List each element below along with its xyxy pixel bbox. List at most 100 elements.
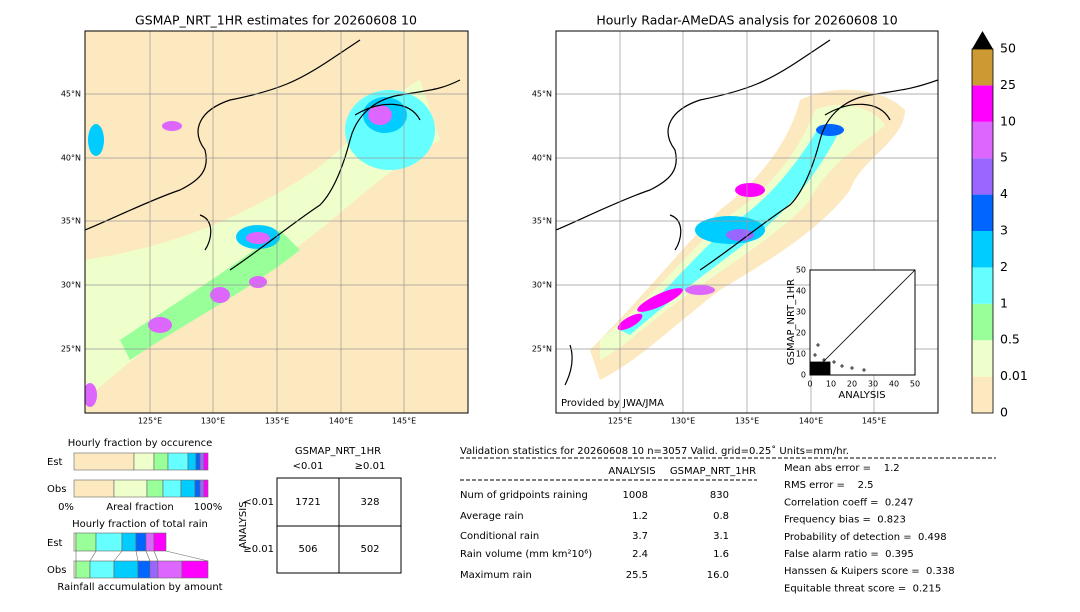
diagonal (809, 269, 916, 376)
cell: 3.1 (713, 531, 729, 542)
cell: 1.2 (632, 511, 648, 522)
score: RMS error = 2.5 (784, 480, 874, 491)
colorbar-label: 0 (1000, 405, 1008, 420)
row-label: <0.01 (243, 497, 274, 508)
colorbar-segment (972, 376, 993, 413)
y-tick-label: 0 (801, 371, 806, 380)
y-tick-label: 20 (796, 329, 806, 338)
fraction-title: Hourly fraction of total rain (72, 519, 208, 530)
col-label: ANALYSIS (608, 466, 655, 477)
cell: 502 (360, 544, 379, 555)
cell: 830 (710, 490, 729, 501)
lon-label: 130°E (201, 417, 225, 426)
y-tick-label: 30 (796, 308, 806, 317)
validation-header: Validation statistics for 20260608 10 n=… (460, 445, 849, 457)
inset-xlabel: ANALYSIS (838, 390, 885, 401)
cell: 506 (298, 544, 317, 555)
table-title: GSMAP_NRT_1HR (295, 446, 381, 457)
lat-label: 30°N (532, 281, 552, 290)
lon-label: 130°E (671, 417, 695, 426)
axis-label: Areal fraction (106, 502, 173, 513)
row-label: Est (47, 457, 63, 468)
credit: Provided by JWA/JMA (561, 398, 664, 409)
lon-label: 125°E (608, 417, 632, 426)
colorbar-label: 5 (1000, 150, 1008, 165)
lat-label: 35°N (61, 217, 81, 226)
col-label: GSMAP_NRT_1HR (670, 466, 756, 477)
col-label: ≥0.01 (355, 461, 386, 472)
cell: 1.6 (713, 549, 729, 560)
fraction-footer: Rainfall accumulation by amount (57, 582, 222, 593)
x-tick-label: 20 (847, 380, 857, 389)
lon-label: 125°E (138, 417, 162, 426)
lon-label: 145°E (862, 417, 886, 426)
colorbar-segment (972, 49, 993, 86)
lat-label: 25°N (532, 345, 552, 354)
row-label: Obs (47, 484, 66, 495)
row-label: Conditional rain (460, 531, 539, 542)
fraction-title: Hourly fraction by occurence (68, 438, 212, 449)
lon-label: 140°E (799, 417, 823, 426)
scores: Mean abs error = 1.2 RMS error = 2.5 Corre… (784, 463, 955, 594)
inset-ticks: 00 10 10 20 20 30 30 40 40 50 50 (796, 266, 920, 389)
map-title: Hourly Radar-AMeDAS analysis for 2026060… (596, 13, 897, 28)
y-tick-label: 40 (796, 287, 806, 296)
row-label: Est (47, 538, 63, 549)
lat-label: 45°N (532, 90, 552, 99)
colorbar-label: 0.01 (1000, 368, 1028, 383)
colorbar-segment (972, 121, 993, 159)
lon-label: 145°E (392, 417, 416, 426)
colorbar-label: 1 (1000, 295, 1008, 310)
total-bars (73, 532, 209, 579)
x-tick-label: 0 (807, 380, 812, 389)
x-tick-label: 40 (889, 380, 899, 389)
colorbar-segment (972, 85, 993, 122)
row-label: Maximum rain (460, 570, 532, 581)
score: False alarm ratio = 0.395 (784, 549, 914, 560)
lat-label: 40°N (532, 154, 552, 163)
score: Mean abs error = 1.2 (784, 463, 900, 474)
score: Correlation coeff = 0.247 (784, 497, 914, 508)
lat-label: 40°N (61, 154, 81, 163)
right-map-labels: 45°N 40°N 35°N 30°N 25°N 125°E 130°E 135°E 140°E… (532, 90, 886, 426)
occurrence-bars (73, 452, 209, 498)
x-tick-label: 30 (868, 380, 878, 389)
x-tick-label: 10 (826, 380, 836, 389)
score: Equitable threat score = 0.215 (784, 583, 941, 594)
colorbar-segment (972, 158, 993, 195)
cell: 1008 (623, 490, 648, 501)
left-map (85, 31, 468, 413)
colorbar-label: 3 (1000, 223, 1008, 238)
cell: 0.8 (713, 511, 729, 522)
lon-label: 135°E (735, 417, 759, 426)
score: Hanssen & Kuipers score = 0.338 (784, 566, 955, 577)
colorbar-segment (972, 303, 993, 341)
cell: 1721 (295, 497, 320, 508)
graticule (556, 31, 938, 413)
score: Frequency bias = 0.823 (784, 515, 906, 526)
cell: 2.4 (632, 549, 648, 560)
cell: 328 (360, 497, 379, 508)
lon-label: 135°E (265, 417, 289, 426)
row-label: Rain volume (mm km²10⁶) (460, 549, 592, 560)
x-tick-label: 50 (910, 380, 920, 389)
colorbar: 0 0.01 0.5 1 2 3 4 5 10 25 50 (972, 41, 1028, 420)
colorbar-segment (972, 340, 993, 377)
cell: 16.0 (707, 570, 729, 581)
inset-points (809, 343, 866, 376)
colorbar-label: 4 (1000, 186, 1008, 201)
lat-label: 45°N (61, 90, 81, 99)
y-tick-label: 10 (796, 350, 806, 359)
graticule (85, 31, 468, 413)
col-label: <0.01 (293, 461, 324, 472)
lat-label: 30°N (61, 281, 81, 290)
row-label: Obs (47, 565, 66, 576)
axis-label: ANALYSIS (238, 501, 249, 548)
validation-table: Num of gridpoints raining 1008 830 Average … (460, 490, 729, 581)
cell: 25.5 (626, 570, 648, 581)
colorbar-label: 0.5 (1000, 332, 1020, 347)
inset-ylabel: GSMAP_NRT_1HR (786, 279, 797, 365)
left-map-labels: 45°N 40°N 35°N 30°N 25°N 125°E 130°E 135°E 140°E… (61, 90, 416, 426)
cell: 3.7 (632, 531, 648, 542)
